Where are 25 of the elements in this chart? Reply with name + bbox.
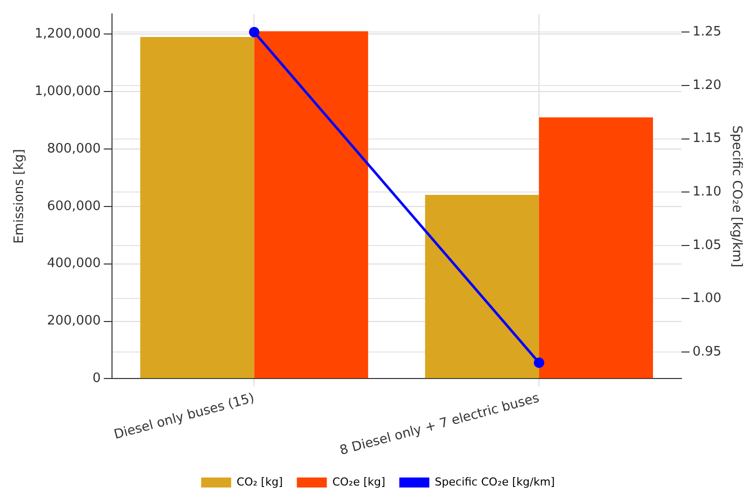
y-tick-label: 0 [92, 371, 101, 386]
bar [254, 31, 368, 378]
bar [539, 117, 653, 378]
y2-axis-title: Specific CO₂e [kg/km] [728, 125, 744, 268]
y-tick-label: 600,000 [46, 198, 101, 214]
y2-tick-label: 1.10 [692, 184, 722, 200]
bar [425, 194, 540, 378]
y2-tick-label: 1.15 [692, 131, 722, 146]
x-tick-label: Diesel only buses (15) [112, 390, 256, 443]
legend-label: CO₂ [kg] [236, 475, 283, 488]
y-tick-label: 1,000,000 [34, 84, 101, 99]
y2-tick-label: 1.25 [692, 24, 722, 40]
bar [140, 36, 254, 378]
y-tick-label: 800,000 [46, 141, 101, 156]
y-tick-label: 1,200,000 [34, 26, 101, 42]
x-tick-label: 8 Diesel only + 7 electric buses [338, 390, 542, 459]
legend-label: Specific CO₂e [kg/km] [434, 475, 555, 488]
y2-tick-label: 0.95 [692, 344, 722, 360]
y2-tick-label: 1.20 [692, 78, 722, 93]
y-tick-label: 400,000 [46, 256, 101, 272]
y-tick-label: 200,000 [46, 314, 101, 329]
legend-label: CO₂e [kg] [332, 475, 386, 488]
y-axis-title: Emissions [kg] [12, 149, 28, 244]
y2-tick-label: 1.05 [692, 238, 722, 253]
y2-tick-label: 1.00 [692, 291, 722, 306]
